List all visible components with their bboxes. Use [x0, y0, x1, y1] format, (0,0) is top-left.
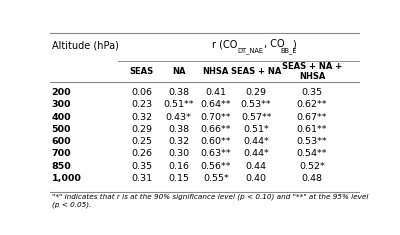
- Text: 0.53**: 0.53**: [297, 137, 327, 146]
- Text: 0.62**: 0.62**: [297, 100, 327, 109]
- Text: 0.38: 0.38: [168, 88, 189, 97]
- Text: 0.23: 0.23: [131, 100, 152, 109]
- Text: 0.35: 0.35: [301, 88, 322, 97]
- Text: 300: 300: [52, 100, 71, 109]
- Text: 0.32: 0.32: [131, 113, 152, 121]
- Text: 600: 600: [52, 137, 71, 146]
- Text: 0.31: 0.31: [131, 174, 152, 183]
- Text: 0.66**: 0.66**: [201, 125, 231, 134]
- Text: 0.29: 0.29: [131, 125, 152, 134]
- Text: 0.43*: 0.43*: [166, 113, 192, 121]
- Text: 0.70**: 0.70**: [201, 113, 231, 121]
- Text: 0.51**: 0.51**: [164, 100, 194, 109]
- Text: 0.40: 0.40: [246, 174, 267, 183]
- Text: 0.30: 0.30: [168, 149, 189, 158]
- Text: ): ): [293, 39, 296, 49]
- Text: 0.44*: 0.44*: [243, 137, 269, 146]
- Text: 0.25: 0.25: [131, 137, 152, 146]
- Text: NHSA: NHSA: [203, 67, 229, 76]
- Text: DT_NAE: DT_NAE: [238, 47, 264, 54]
- Text: NA: NA: [172, 67, 186, 76]
- Text: 0.38: 0.38: [168, 125, 189, 134]
- Text: SEAS + NA: SEAS + NA: [231, 67, 281, 76]
- Text: 0.26: 0.26: [131, 149, 152, 158]
- Text: 0.16: 0.16: [168, 162, 189, 171]
- Text: 0.67**: 0.67**: [297, 113, 327, 121]
- Text: 0.51*: 0.51*: [243, 125, 269, 134]
- Text: 0.63**: 0.63**: [200, 149, 231, 158]
- Text: 0.44: 0.44: [246, 162, 267, 171]
- Text: 0.53**: 0.53**: [241, 100, 272, 109]
- Text: 0.48: 0.48: [302, 174, 322, 183]
- Text: Altitude (hPa): Altitude (hPa): [52, 40, 118, 50]
- Text: 0.35: 0.35: [131, 162, 152, 171]
- Text: 200: 200: [52, 88, 71, 97]
- Text: 0.32: 0.32: [168, 137, 189, 146]
- Text: 0.64**: 0.64**: [201, 100, 231, 109]
- Text: 500: 500: [52, 125, 71, 134]
- Text: r (CO: r (CO: [212, 39, 238, 49]
- Text: 0.61**: 0.61**: [297, 125, 327, 134]
- Text: 850: 850: [52, 162, 71, 171]
- Text: 0.15: 0.15: [168, 174, 189, 183]
- Text: 0.60**: 0.60**: [201, 137, 231, 146]
- Text: 400: 400: [52, 113, 71, 121]
- Text: BB_E: BB_E: [280, 47, 296, 54]
- Text: 0.57**: 0.57**: [241, 113, 271, 121]
- Text: 0.55*: 0.55*: [203, 174, 229, 183]
- Text: 0.29: 0.29: [246, 88, 267, 97]
- Text: 0.41: 0.41: [205, 88, 226, 97]
- Text: , CO: , CO: [264, 39, 284, 49]
- Text: SEAS + NA +
NHSA: SEAS + NA + NHSA: [282, 62, 342, 81]
- Text: "*" indicates that r is at the 90% significance level (p < 0.10) and "**" at the: "*" indicates that r is at the 90% signi…: [52, 194, 368, 208]
- Text: 0.54**: 0.54**: [297, 149, 327, 158]
- Text: 0.52*: 0.52*: [299, 162, 325, 171]
- Text: 0.44*: 0.44*: [243, 149, 269, 158]
- Text: 1,000: 1,000: [52, 174, 82, 183]
- Text: 0.06: 0.06: [131, 88, 152, 97]
- Text: 700: 700: [52, 149, 71, 158]
- Text: 0.56**: 0.56**: [201, 162, 231, 171]
- Text: SEAS: SEAS: [129, 67, 154, 76]
